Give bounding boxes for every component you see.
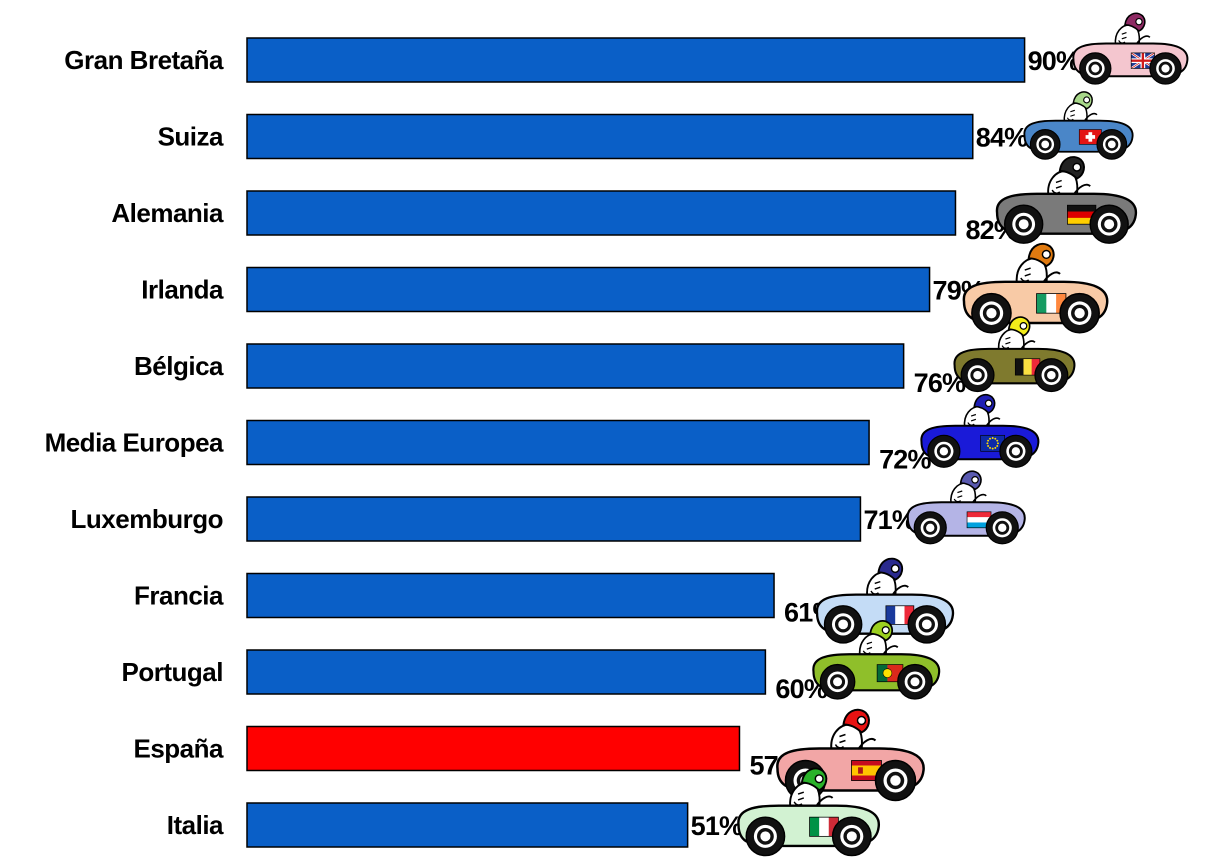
- driver-icon: [830, 708, 877, 752]
- bar-espana: [246, 725, 741, 772]
- race-car-icon: [920, 394, 1040, 468]
- bar-gran-bretana: [246, 37, 1026, 83]
- driver-icon: [1015, 242, 1061, 285]
- bar-portugal: [246, 649, 767, 695]
- category-label-luxemburgo: Luxemburgo: [71, 504, 223, 534]
- rear-wheel-icon: [1059, 292, 1100, 334]
- european-union-flag: [980, 434, 1006, 452]
- bar-alemania: [246, 190, 957, 236]
- front-wheel-icon: [819, 663, 856, 700]
- bar-francia: [246, 572, 775, 619]
- front-wheel-icon: [823, 605, 863, 644]
- bar-suiza: [246, 113, 974, 160]
- category-label-italia: Italia: [167, 810, 224, 840]
- driver-icon: [789, 767, 834, 809]
- driver-icon: [1063, 91, 1098, 123]
- race-car-icon: [815, 557, 955, 644]
- category-label-media-europea: Media Europea: [45, 428, 224, 458]
- driver-icon: [963, 394, 1001, 429]
- driver-icon: [997, 316, 1036, 352]
- front-wheel-icon: [1029, 128, 1061, 160]
- category-label-alemania: Alemania: [111, 198, 224, 228]
- category-label-gran-bretana: Gran Bretaña: [64, 45, 224, 75]
- category-label-espana: España: [134, 734, 225, 764]
- rear-wheel-icon: [1089, 204, 1129, 244]
- value-label-italia: 51%: [691, 811, 743, 841]
- driver-icon: [950, 470, 987, 505]
- rear-wheel-icon: [999, 434, 1033, 468]
- race-car-icon: [962, 242, 1109, 334]
- cars-layer: [737, 12, 1189, 857]
- race-car-icon: [1023, 91, 1134, 160]
- rear-wheel-icon: [1096, 128, 1128, 160]
- rear-wheel-icon: [897, 663, 933, 700]
- front-wheel-icon: [745, 816, 786, 857]
- bar-italia: [246, 802, 689, 848]
- front-wheel-icon: [1003, 204, 1044, 244]
- race-car-icon: [737, 767, 880, 857]
- value-label-gran-bretana: 90%: [1028, 46, 1080, 76]
- value-label-suiza: 84%: [976, 123, 1028, 153]
- race-car-icon: [995, 156, 1137, 244]
- driver-icon: [1114, 12, 1151, 46]
- rear-wheel-icon: [985, 511, 1019, 545]
- race-car-icon: [953, 316, 1076, 393]
- category-label-suiza: Suiza: [158, 122, 224, 152]
- front-wheel-icon: [927, 434, 961, 468]
- driver-icon: [1047, 156, 1091, 197]
- rear-wheel-icon: [1034, 358, 1069, 393]
- driver-icon: [866, 557, 909, 598]
- bars-layer: Gran Bretaña 90%Suiza 84%Alemania82%Irland…: [45, 37, 1081, 848]
- united-kingdom-flag: [1130, 51, 1156, 70]
- switzerland-flag: [1078, 129, 1102, 145]
- bar-belgica: [246, 343, 905, 389]
- category-label-francia: Francia: [134, 581, 224, 611]
- category-label-portugal: Portugal: [122, 657, 223, 687]
- race-car-icon: [812, 620, 941, 700]
- front-wheel-icon: [971, 292, 1012, 334]
- category-label-irlanda: Irlanda: [141, 275, 224, 305]
- driver-icon: [858, 620, 899, 657]
- category-label-belgica: Bélgica: [134, 351, 224, 381]
- rear-wheel-icon: [907, 605, 947, 644]
- race-car-icon: [1072, 12, 1189, 85]
- rear-wheel-icon: [1149, 52, 1182, 85]
- front-wheel-icon: [913, 511, 947, 545]
- front-wheel-icon: [1079, 52, 1112, 85]
- bar-luxemburgo: [246, 496, 862, 542]
- portugal-flag: [876, 664, 904, 683]
- front-wheel-icon: [960, 358, 995, 393]
- bar-irlanda: [246, 266, 931, 313]
- bar-media-europea: [246, 419, 870, 466]
- rear-wheel-icon: [874, 759, 917, 802]
- rear-wheel-icon: [831, 816, 872, 857]
- race-car-icon: [906, 470, 1026, 545]
